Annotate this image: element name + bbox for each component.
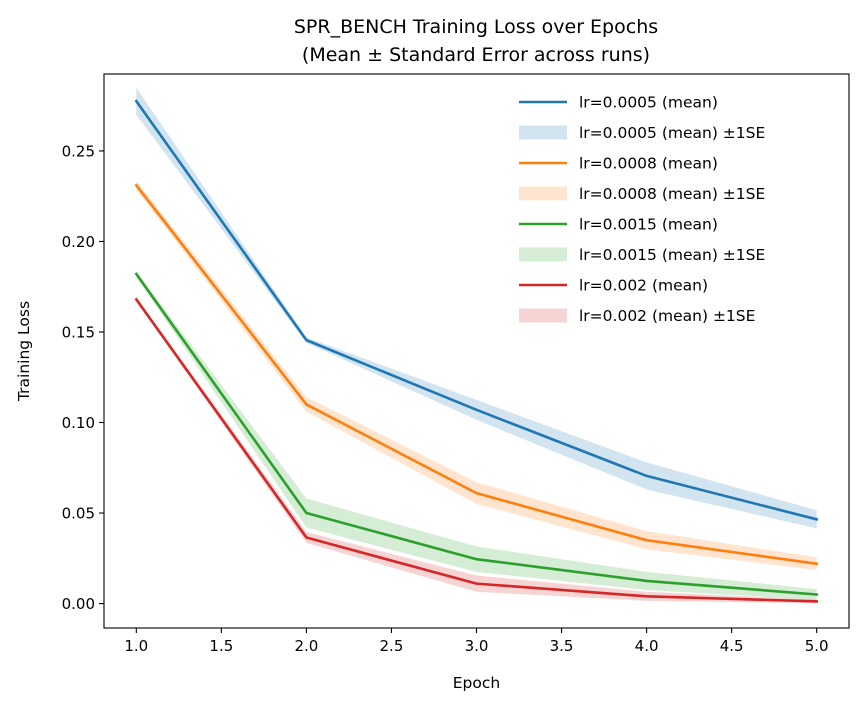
y-tick-label: 0.00 bbox=[62, 595, 95, 613]
legend: lr=0.0005 (mean) lr=0.0005 (mean) ±1SE lr=… bbox=[519, 94, 765, 325]
x-tick-label: 1.0 bbox=[124, 637, 148, 655]
mean-line-series-0 bbox=[134, 99, 819, 521]
y-tick-label: 0.15 bbox=[62, 323, 95, 341]
legend-label: lr=0.0005 (mean) ±1SE bbox=[579, 124, 765, 142]
mean-line-series-3 bbox=[134, 297, 819, 603]
x-tick-label: 3.0 bbox=[465, 637, 489, 655]
x-tick-label: 2.0 bbox=[294, 637, 318, 655]
legend-label: lr=0.002 (mean) bbox=[579, 277, 708, 295]
mean-line-series-1 bbox=[134, 183, 819, 566]
legend-label: lr=0.0015 (mean) bbox=[579, 216, 718, 234]
legend-label: lr=0.0005 (mean) bbox=[579, 94, 718, 112]
legend-band-swatch bbox=[519, 125, 567, 140]
x-tick-label: 3.5 bbox=[550, 637, 574, 655]
x-axis: 1.0 1.5 2.0 2.5 3.0 3.5 4.0 4.5 5.0 bbox=[124, 628, 829, 655]
se-band-series-2 bbox=[136, 271, 817, 600]
legend-band-swatch bbox=[519, 247, 567, 262]
legend-label: lr=0.002 (mean) ±1SE bbox=[579, 307, 755, 325]
x-tick-label: 4.5 bbox=[720, 637, 744, 655]
x-tick-label: 5.0 bbox=[805, 637, 829, 655]
y-tick-label: 0.10 bbox=[62, 414, 95, 432]
legend-label: lr=0.0008 (mean) bbox=[579, 155, 718, 173]
y-tick-label: 0.05 bbox=[62, 505, 95, 523]
x-axis-label: Epoch bbox=[453, 674, 500, 692]
mean-line-series-2 bbox=[134, 272, 819, 596]
legend-band-swatch bbox=[519, 308, 567, 323]
chart-title-line-1: SPR_BENCH Training Loss over Epochs bbox=[294, 16, 658, 38]
x-tick-label: 4.0 bbox=[635, 637, 659, 655]
x-tick-label: 2.5 bbox=[380, 637, 404, 655]
y-tick-label: 0.20 bbox=[62, 233, 95, 251]
y-axis-label: Training Loss bbox=[15, 301, 33, 402]
legend-label: lr=0.0008 (mean) ±1SE bbox=[579, 185, 765, 203]
series-lines bbox=[134, 99, 819, 603]
y-axis: 0.00 0.05 0.10 0.15 0.20 0.25 bbox=[62, 142, 104, 613]
legend-band-swatch bbox=[519, 186, 567, 201]
chart-title: SPR_BENCH Training Loss over Epochs (Mea… bbox=[294, 16, 658, 66]
y-tick-label: 0.25 bbox=[62, 142, 95, 160]
x-tick-label: 1.5 bbox=[209, 637, 233, 655]
plot-area bbox=[103, 73, 850, 629]
legend-label: lr=0.0015 (mean) ±1SE bbox=[579, 246, 765, 264]
chart-title-line-2: (Mean ± Standard Error across runs) bbox=[302, 44, 650, 66]
